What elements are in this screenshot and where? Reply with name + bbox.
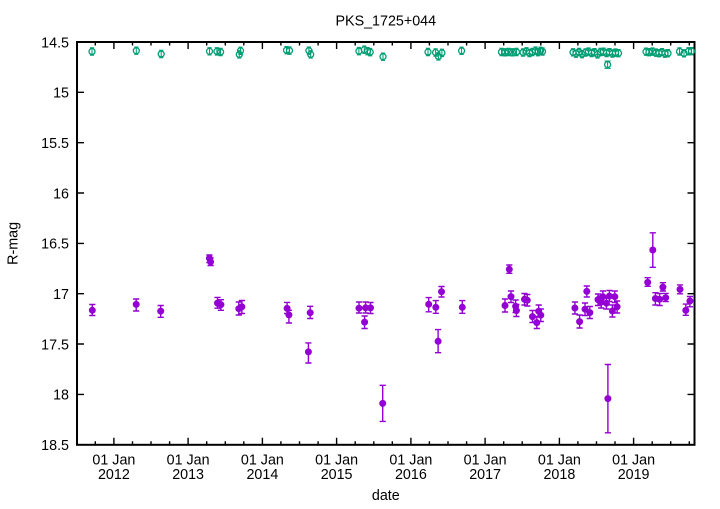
svg-text:01 Jan: 01 Jan (167, 452, 210, 468)
svg-text:2018: 2018 (543, 467, 575, 483)
svg-text:18: 18 (53, 388, 69, 404)
svg-text:PKS_1725+044: PKS_1725+044 (336, 14, 437, 30)
svg-text:01 Jan: 01 Jan (464, 452, 507, 468)
svg-text:2013: 2013 (172, 467, 204, 483)
svg-text:date: date (372, 488, 400, 504)
svg-text:2012: 2012 (98, 467, 130, 483)
svg-text:17.5: 17.5 (41, 337, 69, 353)
svg-text:2014: 2014 (246, 467, 278, 483)
svg-text:16.5: 16.5 (41, 237, 69, 253)
svg-text:01 Jan: 01 Jan (241, 452, 284, 468)
svg-text:01 Jan: 01 Jan (315, 452, 358, 468)
svg-text:01 Jan: 01 Jan (612, 452, 655, 468)
svg-text:2017: 2017 (469, 467, 501, 483)
svg-text:2016: 2016 (395, 467, 427, 483)
svg-text:18.5: 18.5 (41, 438, 69, 454)
svg-text:16: 16 (53, 186, 69, 202)
svg-text:15.5: 15.5 (41, 136, 69, 152)
svg-text:01 Jan: 01 Jan (538, 452, 581, 468)
svg-text:17: 17 (53, 287, 69, 303)
svg-text:2019: 2019 (618, 467, 650, 483)
svg-text:2015: 2015 (321, 467, 353, 483)
svg-text:01 Jan: 01 Jan (389, 452, 432, 468)
svg-text:14.5: 14.5 (41, 35, 69, 51)
svg-text:01 Jan: 01 Jan (92, 452, 135, 468)
svg-text:R-mag: R-mag (5, 222, 21, 265)
svg-text:15: 15 (53, 86, 69, 102)
